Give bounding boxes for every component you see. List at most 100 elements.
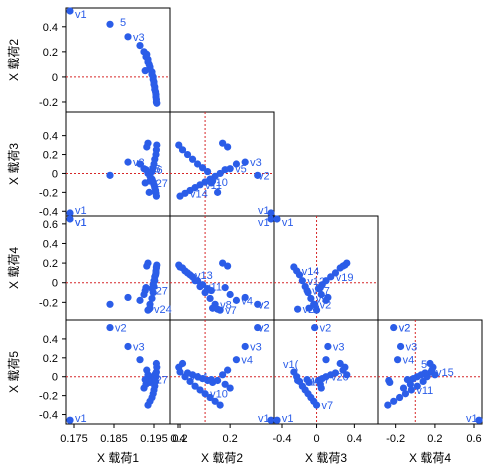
- y-tick-label: 0.2: [43, 47, 58, 59]
- data-point: [141, 179, 149, 187]
- y-tick-label: 0: [52, 372, 58, 384]
- point-label: v5: [149, 164, 161, 176]
- point-label: v13: [195, 270, 213, 282]
- data-point: [214, 305, 222, 313]
- point-label: v3: [333, 341, 345, 353]
- point-label: v2: [258, 323, 270, 335]
- data-point: [141, 286, 149, 295]
- point-label: v1: [466, 413, 478, 425]
- data-point: [186, 377, 194, 386]
- data-point: [148, 285, 156, 293]
- data-point: [124, 342, 132, 351]
- point-label: v20: [331, 372, 349, 384]
- data-point: [307, 294, 315, 303]
- data-point: [324, 342, 332, 351]
- data-point: [232, 296, 241, 304]
- point-label: v2: [115, 323, 127, 335]
- data-point: [224, 143, 232, 151]
- panel-frame: [377, 319, 483, 425]
- y-axis-title: X 载荷5: [7, 351, 21, 393]
- data-point: [241, 342, 249, 351]
- data-point: [336, 359, 344, 368]
- point-label: v2: [320, 299, 332, 311]
- x-tick-label: 0.195: [140, 433, 168, 445]
- y-tick-label: 0.4: [43, 22, 58, 34]
- point-label: v3: [133, 32, 145, 44]
- x-tick-label: 0.2: [427, 433, 442, 445]
- data-point: [136, 356, 144, 364]
- point-label: v11: [205, 180, 222, 192]
- point-label: v5: [235, 164, 247, 176]
- data-point: [224, 262, 232, 270]
- data-point: [331, 269, 340, 277]
- point-label: v2: [258, 299, 270, 311]
- point-label: v11: [416, 385, 433, 397]
- data-point: [314, 285, 323, 293]
- data-point: [339, 366, 347, 374]
- data-point: [294, 376, 302, 385]
- data-point: [206, 294, 214, 303]
- data-point: [206, 393, 214, 402]
- data-point: [196, 386, 204, 394]
- data-point: [66, 416, 74, 424]
- point-label: v2: [399, 323, 411, 335]
- data-point: [221, 284, 229, 292]
- point-label: v1: [258, 413, 270, 425]
- data-point: [203, 167, 212, 176]
- y-tick-label: 0: [52, 278, 58, 290]
- data-point: [178, 146, 187, 154]
- data-point: [403, 375, 412, 384]
- point-label: v4: [241, 295, 253, 307]
- data-point: [141, 67, 149, 75]
- data-point: [198, 281, 207, 289]
- data-point: [390, 323, 398, 332]
- point-label: v1: [75, 205, 87, 217]
- data-point: [322, 356, 330, 364]
- y-tick-label: 0.2: [43, 258, 58, 270]
- data-point: [145, 305, 153, 313]
- data-point: [475, 416, 483, 424]
- data-point: [219, 371, 227, 379]
- data-point: [385, 376, 393, 385]
- y-tick-label: -0.4: [39, 206, 58, 218]
- data-point: [322, 296, 330, 304]
- data-point: [267, 215, 275, 223]
- data-point: [401, 390, 410, 398]
- data-point: [148, 167, 156, 176]
- data-point: [384, 401, 392, 409]
- x-tick-label: 0.175: [60, 433, 88, 445]
- data-point: [254, 323, 262, 332]
- point-label: v11: [205, 282, 222, 294]
- x-axis-title: X 载荷1: [97, 451, 139, 465]
- data-point: [143, 143, 151, 151]
- data-point: [426, 359, 434, 368]
- point-label: v3: [133, 157, 145, 169]
- data-point: [124, 293, 132, 302]
- data-point: [66, 7, 74, 15]
- data-point: [273, 416, 281, 424]
- data-point: [201, 390, 209, 398]
- point-label: v4: [403, 355, 415, 367]
- point-label: v4: [241, 355, 253, 367]
- data-point: [267, 209, 275, 217]
- data-point: [183, 269, 192, 277]
- data-point: [143, 262, 151, 270]
- x-axis-title: X 载荷2: [201, 451, 243, 465]
- x-tick-label: 0.4: [170, 433, 185, 445]
- data-point: [221, 380, 229, 388]
- data-point: [211, 397, 219, 405]
- data-point: [106, 300, 114, 308]
- data-point: [395, 393, 404, 402]
- data-point: [303, 286, 311, 295]
- point-label: v27: [150, 286, 168, 298]
- point-label: v1: [75, 217, 87, 229]
- x-tick-label: -0.4: [273, 433, 292, 445]
- data-point: [178, 264, 187, 272]
- data-point: [183, 150, 192, 159]
- data-point: [317, 290, 325, 299]
- y-tick-label: 0.6: [43, 219, 58, 231]
- data-point: [311, 323, 319, 332]
- point-label: v12: [307, 276, 325, 288]
- point-label: v13: [305, 376, 323, 388]
- x-tick-label: 0.2: [222, 433, 237, 445]
